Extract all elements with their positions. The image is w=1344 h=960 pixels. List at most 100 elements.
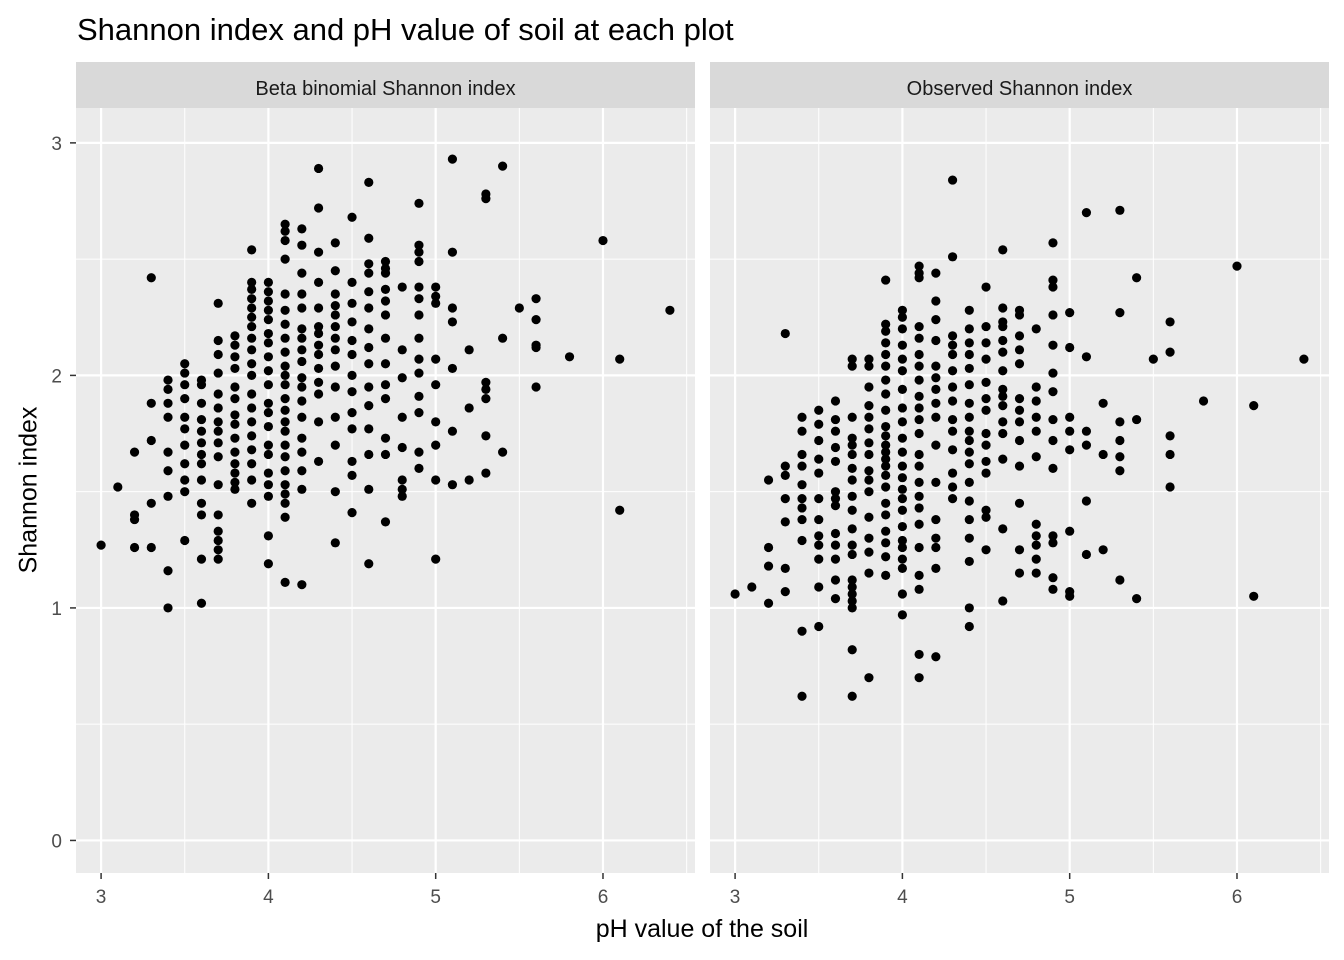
data-point [263, 380, 273, 390]
data-point [280, 219, 290, 229]
data-point [280, 466, 290, 476]
data-point [196, 449, 207, 460]
data-point [881, 526, 891, 536]
data-point [180, 459, 190, 469]
data-point [481, 377, 491, 387]
data-point [96, 540, 106, 550]
data-point [914, 414, 924, 425]
data-point [1014, 405, 1025, 415]
data-point [931, 373, 941, 383]
data-point [1048, 538, 1058, 548]
data-point [330, 301, 340, 311]
data-point [347, 317, 357, 327]
data-point [847, 603, 857, 613]
data-point [431, 440, 441, 450]
data-point [263, 408, 273, 418]
data-point [981, 505, 991, 515]
data-point [163, 466, 173, 476]
data-point [998, 303, 1008, 313]
data-point [347, 456, 357, 467]
data-point [1165, 482, 1175, 492]
data-point [914, 428, 924, 439]
data-point [364, 177, 374, 188]
data-point [797, 626, 807, 636]
data-point [1249, 401, 1259, 411]
panel-background [710, 108, 1329, 873]
data-point [313, 349, 324, 360]
data-point [1014, 568, 1025, 578]
data-point [380, 517, 391, 527]
data-point [280, 361, 290, 371]
data-point [313, 340, 324, 350]
data-point [380, 263, 391, 274]
data-point [196, 475, 207, 485]
data-point [347, 370, 357, 381]
data-point [364, 268, 374, 278]
data-point [481, 431, 491, 441]
facet-strip [710, 62, 1329, 108]
data-point [1048, 573, 1058, 583]
data-point [431, 475, 441, 485]
data-point [313, 203, 324, 213]
data-point [263, 421, 273, 432]
data-point [981, 282, 991, 292]
data-point [881, 538, 891, 548]
data-point [780, 470, 790, 480]
data-point [180, 440, 190, 450]
data-point [1249, 591, 1259, 601]
data-point [230, 340, 240, 350]
data-point [481, 468, 491, 478]
data-point [964, 496, 974, 506]
data-point [914, 542, 924, 553]
data-point [364, 324, 374, 334]
data-point [414, 240, 424, 250]
data-point [313, 247, 324, 257]
data-point [213, 526, 223, 536]
data-point [297, 268, 307, 278]
data-point [263, 366, 273, 376]
data-point [498, 161, 508, 171]
data-point [964, 338, 974, 348]
data-point [947, 382, 958, 392]
data-point [230, 468, 240, 478]
data-point [146, 273, 156, 283]
data-point [380, 449, 391, 460]
data-point [1014, 331, 1025, 341]
data-point [330, 238, 340, 248]
data-point [1065, 412, 1075, 422]
data-point [931, 268, 941, 278]
data-point [914, 570, 924, 580]
x-tick-label: 5 [430, 887, 441, 908]
data-point [397, 491, 407, 501]
data-point [414, 294, 424, 304]
data-point [1065, 526, 1075, 536]
data-point [464, 403, 474, 413]
data-point [364, 401, 374, 411]
data-point [964, 398, 974, 408]
data-point [129, 447, 140, 457]
data-point [330, 440, 340, 450]
data-point [897, 505, 907, 515]
data-point [914, 649, 924, 660]
data-point [814, 435, 824, 446]
data-point [881, 326, 891, 336]
data-point [864, 475, 874, 485]
data-point [313, 456, 324, 467]
data-point [998, 401, 1008, 411]
data-point [414, 354, 424, 364]
data-point [263, 287, 273, 297]
data-point [897, 403, 907, 413]
data-point [347, 349, 357, 360]
data-point [1115, 466, 1125, 476]
data-point [230, 477, 240, 487]
data-point [364, 359, 374, 369]
data-point [163, 412, 173, 422]
data-point [998, 335, 1008, 346]
data-point [897, 473, 907, 483]
data-point [498, 333, 508, 343]
data-point [213, 426, 223, 436]
data-point [380, 359, 391, 369]
data-point [1132, 594, 1142, 604]
data-point [263, 305, 273, 315]
data-point [814, 419, 824, 429]
